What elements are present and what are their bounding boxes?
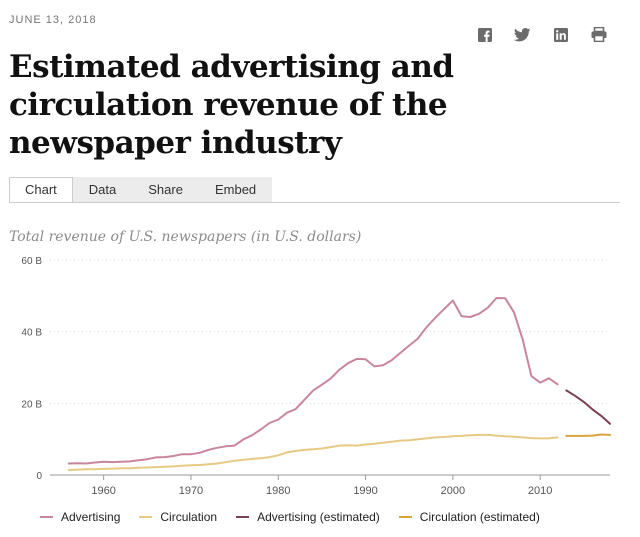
- publish-date: JUNE 13, 2018: [9, 14, 97, 26]
- x-tick-label: 1960: [91, 485, 115, 495]
- x-tick-label: 2000: [441, 485, 465, 495]
- legend-label: Circulation: [160, 510, 218, 524]
- legend-swatch: [40, 516, 53, 518]
- series-line-circulation: [67, 433, 559, 471]
- x-tick-label: 1990: [353, 485, 377, 495]
- linkedin-icon[interactable]: [551, 25, 570, 44]
- facebook-icon[interactable]: [475, 25, 494, 44]
- tab-embed[interactable]: Embed: [198, 177, 273, 203]
- x-tick-label: 2010: [528, 485, 552, 495]
- tabs-divider: [9, 202, 620, 203]
- page-title: Estimated advertising and circulation re…: [9, 49, 454, 161]
- legend-swatch: [139, 516, 153, 518]
- y-tick-label: 60 B: [21, 256, 42, 267]
- legend-item-circulation-estimated: Circulation (estimated): [398, 510, 540, 524]
- series-line-advertising: [67, 297, 559, 465]
- tab-share[interactable]: Share: [132, 177, 199, 203]
- x-tick-label: 1970: [179, 485, 203, 495]
- series-line-circulation-estimated: [565, 433, 611, 437]
- legend-item-advertising-estimated: Advertising (estimated): [236, 510, 380, 524]
- x-tick-label: 1980: [266, 485, 290, 495]
- legend-item-circulation: Circulation: [139, 510, 217, 524]
- chart-subtitle: Total revenue of U.S. newspapers (in U.S…: [9, 229, 362, 245]
- tab-chart[interactable]: Chart: [9, 177, 73, 203]
- legend-swatch: [398, 516, 412, 518]
- legend-label: Circulation (estimated): [419, 510, 540, 524]
- y-tick-label: 0: [36, 471, 42, 482]
- tab-data[interactable]: Data: [72, 177, 133, 203]
- legend-swatch: [236, 516, 250, 518]
- legend-label: Advertising: [61, 510, 121, 524]
- share-toolbar: [475, 25, 608, 44]
- legend-label: Advertising (estimated): [257, 510, 380, 524]
- print-icon[interactable]: [589, 25, 608, 44]
- chart-legend: Advertising Circulation Advertising (est…: [40, 510, 540, 524]
- revenue-line-chart: 0 20 B 40 B 60 B 1960 1970 1980 1990 2000 2010: [21, 256, 611, 495]
- view-tabs: Chart Data Share Embed: [9, 177, 273, 203]
- twitter-icon[interactable]: [513, 25, 532, 44]
- legend-item-advertising: Advertising: [40, 510, 120, 524]
- y-tick-label: 20 B: [21, 399, 42, 410]
- series-line-advertising-estimated: [565, 389, 611, 425]
- y-tick-label: 40 B: [21, 328, 42, 339]
